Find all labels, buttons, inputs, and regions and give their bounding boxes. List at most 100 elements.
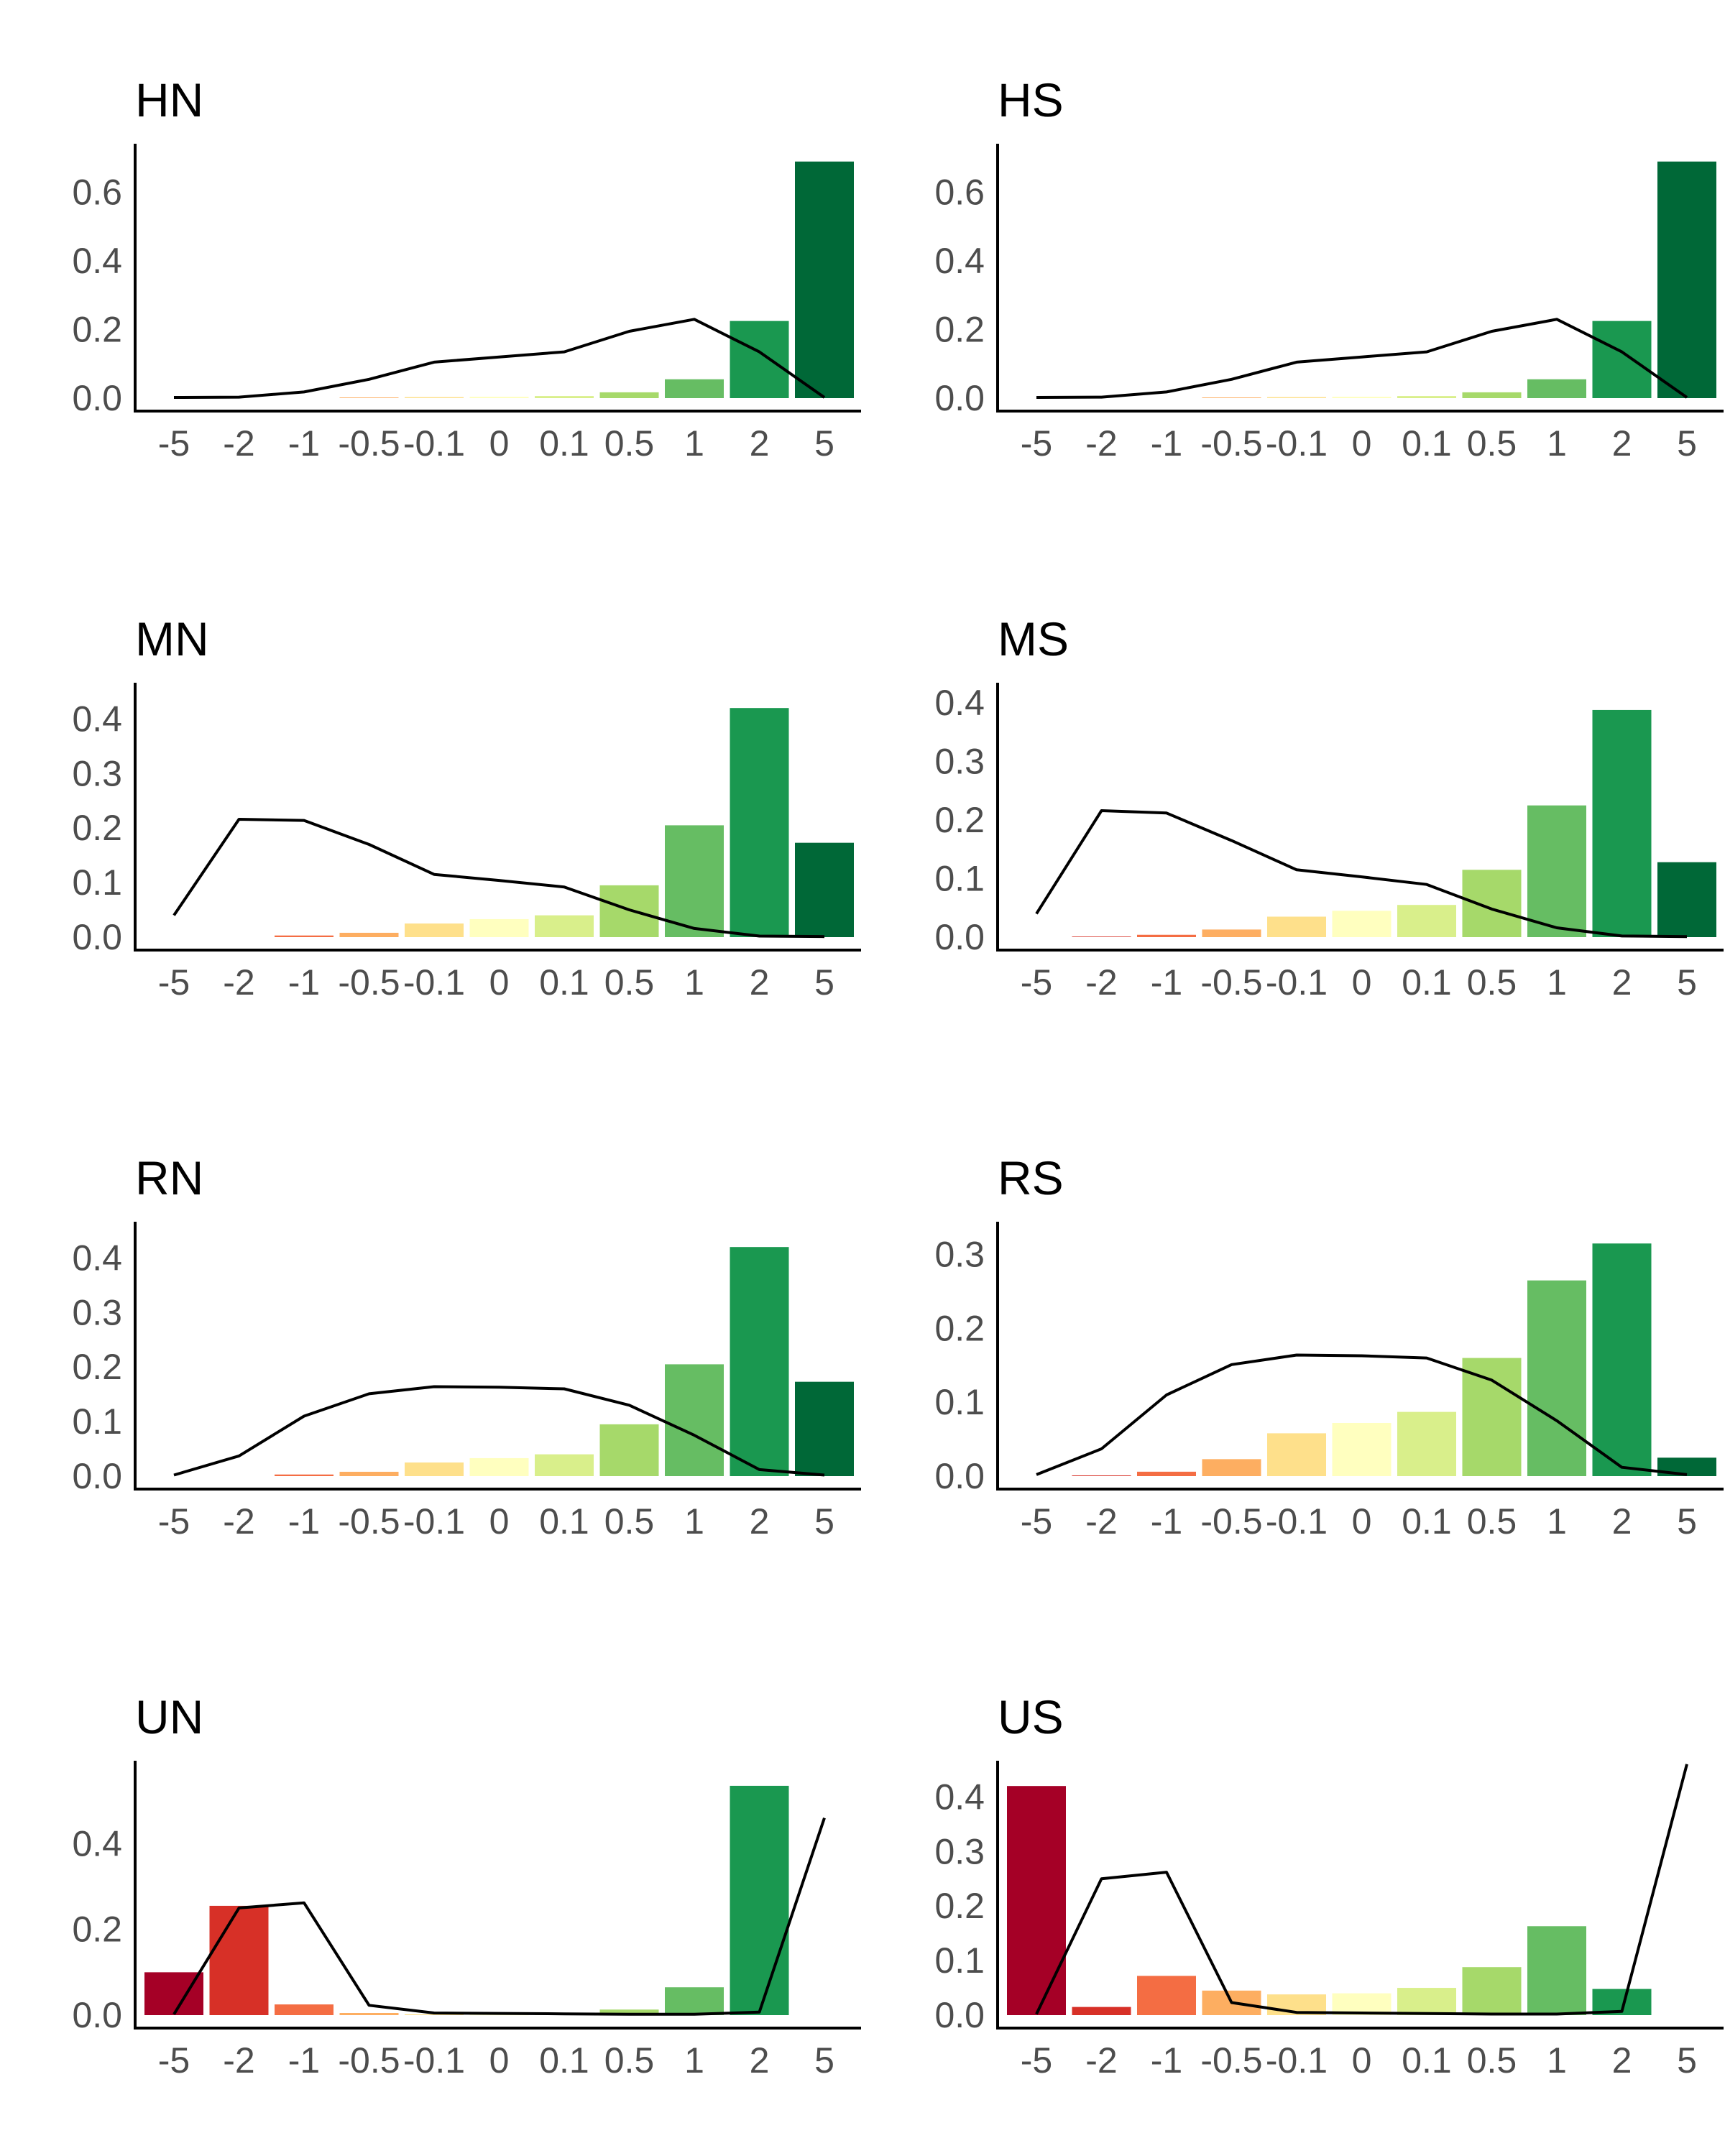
x-tick-label: 0.5 <box>604 1501 655 1542</box>
bar-0.5 <box>599 2009 659 2015</box>
y-tick-label: 0.1 <box>72 1401 122 1442</box>
y-tick-label: 0.4 <box>934 683 985 723</box>
y-tick-label: 0.3 <box>934 1831 985 1871</box>
density-line <box>1035 1764 1688 2016</box>
bar-5 <box>1657 862 1716 937</box>
y-tick-label: 0.2 <box>934 1886 985 1926</box>
bar-2 <box>1592 709 1652 937</box>
x-tick-label: -0.5 <box>1200 962 1262 1003</box>
y-tick-label: 0.0 <box>934 1995 985 2035</box>
y-tick-label: 0.1 <box>934 1940 985 1981</box>
bar-0.1 <box>1397 1988 1456 2015</box>
x-tick-label: -0.5 <box>338 1501 400 1542</box>
bar-0.5 <box>1462 1967 1522 2015</box>
bar--1 <box>1137 1976 1196 2015</box>
x-tick-label: 2 <box>1612 1501 1632 1542</box>
x-tick-label: 0.5 <box>1467 1501 1517 1542</box>
bar-0 <box>1332 911 1392 937</box>
bar-0 <box>469 2014 529 2016</box>
bar-0 <box>1332 1423 1392 1476</box>
x-tick-label: -2 <box>1085 2040 1117 2081</box>
x-tick-label: -0.1 <box>403 423 465 464</box>
x-tick-label: -5 <box>1021 2040 1052 2081</box>
x-tick-label: -0.5 <box>338 423 400 464</box>
x-tick-label: 0.1 <box>539 962 589 1003</box>
bar--0.5 <box>1202 397 1261 398</box>
x-tick-label: 1 <box>1547 1501 1567 1542</box>
panel-un: UN 0.0 0.2 0.4 -5 -2 -1 -0.5 -0.1 0 0.1 0.5 1 2 5 <box>72 1690 861 2081</box>
bar-0 <box>469 918 529 937</box>
panel-rs: RS 0.0 0.1 0.2 0.3 -5 -2 -1 -0.5 -0.1 0 0.1 0.5 1 2 5 <box>934 1151 1724 1542</box>
x-tick-label: 0.5 <box>1467 423 1517 464</box>
x-tick-label: 0.5 <box>1467 2040 1517 2081</box>
x-tick-label: 2 <box>750 962 770 1003</box>
x-tick-label: -1 <box>288 1501 320 1542</box>
x-tick-label: -0.1 <box>403 962 465 1003</box>
x-tick-label: -0.5 <box>1200 2040 1262 2081</box>
x-tick-label: 0 <box>489 423 510 464</box>
panel-us: US 0.0 0.1 0.2 0.3 0.4 -5 -2 -1 -0.5 -0.1 0 0.1 0.5 1 2… <box>934 1690 1724 2081</box>
panel-mn: MN 0.0 0.1 0.2 0.3 0.4 -5 -2 -1 -0.5 -0.1 0 0.1 0.5 1 2… <box>72 612 861 1003</box>
bar--0.5 <box>339 2013 399 2015</box>
bar--0.5 <box>339 397 399 398</box>
y-tick-label: 0.3 <box>934 1235 985 1275</box>
bar-0 <box>469 1457 529 1476</box>
bar--0.1 <box>405 2014 464 2015</box>
panel-title: MN <box>135 612 209 665</box>
x-tick-label: 0.1 <box>539 2040 589 2081</box>
y-tick-label: 0.0 <box>72 1995 122 2035</box>
y-tick-label: 0.0 <box>72 917 122 957</box>
x-tick-label: 2 <box>1612 2040 1632 2081</box>
bar-0 <box>469 397 529 398</box>
panel-title: HN <box>135 73 203 126</box>
panel-hn: HN 0.0 0.2 0.4 0.6 -5 -2 -1 -0.5 -0.1 0 0.1 0.5 1 2 5 <box>72 73 861 464</box>
x-tick-label: -2 <box>223 2040 254 2081</box>
bar-1 <box>1527 1280 1586 1476</box>
x-tick-label: 0.5 <box>1467 962 1517 1003</box>
bar-5 <box>795 161 854 398</box>
x-tick-label: 1 <box>684 2040 704 2081</box>
x-tick-label: -0.1 <box>1266 962 1328 1003</box>
x-tick-label: 5 <box>814 2040 834 2081</box>
x-tick-label: -0.5 <box>1200 423 1262 464</box>
y-tick-label: 0.2 <box>72 1347 122 1387</box>
y-tick-label: 0.3 <box>72 1292 122 1332</box>
bar-1 <box>1527 1926 1586 2015</box>
bar--5 <box>144 1972 203 2015</box>
y-tick-label: 0.2 <box>934 1308 985 1348</box>
y-tick-label: 0.0 <box>934 917 985 957</box>
x-tick-label: 0.1 <box>539 1501 589 1542</box>
x-tick-label: 0.1 <box>1402 2040 1452 2081</box>
y-tick-label: 0.3 <box>72 753 122 793</box>
x-tick-label: -0.1 <box>403 2040 465 2081</box>
x-tick-label: -2 <box>1085 423 1117 464</box>
bar--0.1 <box>1267 397 1326 398</box>
bar-0 <box>1332 397 1392 398</box>
panel-rn: RN 0.0 0.1 0.2 0.3 0.4 -5 -2 -1 -0.5 -0.1 0 0.1 0.5 1 2… <box>72 1151 861 1542</box>
x-tick-label: -0.5 <box>338 2040 400 2081</box>
x-tick-label: 5 <box>814 1501 834 1542</box>
x-tick-label: -1 <box>1151 962 1182 1003</box>
y-tick-label: 0.4 <box>934 1777 985 1817</box>
bar-1 <box>665 379 724 398</box>
x-tick-label: -1 <box>288 962 320 1003</box>
x-tick-label: 0.5 <box>604 423 655 464</box>
x-tick-label: 0.1 <box>539 423 589 464</box>
bar-5 <box>795 1381 854 1476</box>
x-tick-label: -0.5 <box>1200 1501 1262 1542</box>
y-tick-label: 0.4 <box>72 699 122 739</box>
bar--1 <box>1137 934 1196 937</box>
bar--2 <box>1072 1475 1131 1476</box>
bar--5 <box>1007 1786 1066 2015</box>
density-line <box>173 1385 825 1477</box>
x-tick-label: 2 <box>750 1501 770 1542</box>
bar-2 <box>730 708 789 937</box>
bar-5 <box>795 842 854 937</box>
y-tick-label: 0.2 <box>934 800 985 840</box>
x-tick-label: 0 <box>1352 2040 1372 2081</box>
x-tick-label: -2 <box>1085 1501 1117 1542</box>
y-tick-label: 0.0 <box>72 378 122 418</box>
panel-title: US <box>998 1690 1064 1743</box>
density-line <box>1035 809 1688 939</box>
y-tick-label: 0.4 <box>934 241 985 281</box>
